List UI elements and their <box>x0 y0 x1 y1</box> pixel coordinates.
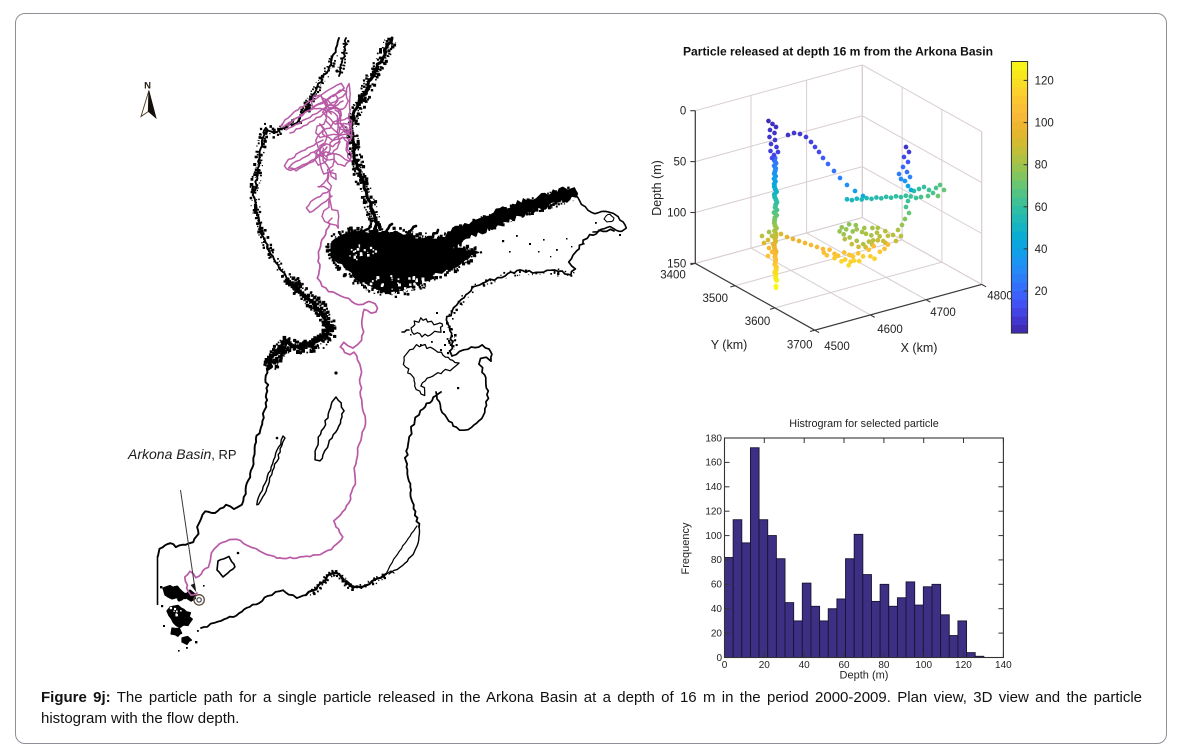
svg-text:40: 40 <box>1035 244 1048 256</box>
svg-text:100: 100 <box>705 531 722 542</box>
svg-text:4800: 4800 <box>987 290 1013 302</box>
svg-text:80: 80 <box>711 555 723 566</box>
svg-text:100: 100 <box>915 660 932 671</box>
svg-text:Depth (m): Depth (m) <box>650 160 664 216</box>
svg-text:4600: 4600 <box>877 324 903 336</box>
svg-text:120: 120 <box>955 660 972 671</box>
svg-text:80: 80 <box>1035 160 1048 172</box>
svg-text:0: 0 <box>716 653 722 664</box>
svg-text:3700: 3700 <box>787 339 813 351</box>
svg-text:X (km): X (km) <box>901 341 938 355</box>
svg-text:4700: 4700 <box>930 307 956 319</box>
svg-text:120: 120 <box>705 507 722 518</box>
svg-text:150: 150 <box>667 258 686 270</box>
svg-text:60: 60 <box>838 660 850 671</box>
svg-text:160: 160 <box>705 458 722 469</box>
svg-text:Particle released at depth 16: Particle released at depth 16 m from the… <box>683 45 993 59</box>
svg-text:50: 50 <box>674 157 687 169</box>
svg-text:Histrogram for selected partic: Histrogram for selected particle <box>789 418 938 430</box>
svg-text:140: 140 <box>705 482 722 493</box>
svg-text:3400: 3400 <box>660 270 686 282</box>
svg-text:120: 120 <box>1035 75 1054 87</box>
svg-text:100: 100 <box>1035 118 1054 130</box>
svg-text:100: 100 <box>667 208 686 220</box>
svg-text:60: 60 <box>1035 202 1048 214</box>
svg-text:3600: 3600 <box>745 316 771 328</box>
svg-text:3500: 3500 <box>703 293 729 305</box>
svg-text:140: 140 <box>995 660 1012 671</box>
svg-text:60: 60 <box>711 580 723 591</box>
svg-text:0: 0 <box>722 660 728 671</box>
svg-text:20: 20 <box>1035 286 1048 298</box>
svg-text:80: 80 <box>878 660 890 671</box>
svg-text:4500: 4500 <box>824 341 850 353</box>
svg-text:Depth (m): Depth (m) <box>840 670 889 682</box>
svg-text:Arkona Basin, RP: Arkona Basin, RP <box>127 446 237 462</box>
svg-text:20: 20 <box>759 660 771 671</box>
svg-text:20: 20 <box>711 628 723 639</box>
svg-text:Frequency: Frequency <box>680 522 692 574</box>
svg-text:40: 40 <box>799 660 811 671</box>
svg-text:Y (km): Y (km) <box>711 338 748 352</box>
svg-text:180: 180 <box>705 433 722 444</box>
svg-text:40: 40 <box>711 604 723 615</box>
svg-text:N: N <box>144 81 151 92</box>
svg-text:0: 0 <box>680 106 686 118</box>
